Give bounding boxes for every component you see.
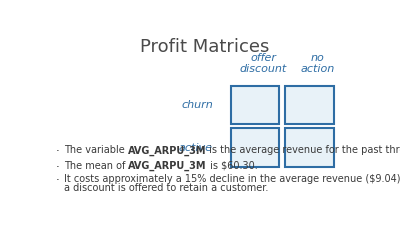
Bar [285,128,334,167]
Text: It costs approximately a 15% decline in the average revenue ($9.04) when: It costs approximately a 15% decline in … [64,175,400,184]
Bar [230,86,280,125]
Text: a discount is offered to retain a customer.: a discount is offered to retain a custom… [64,183,268,193]
Text: is $60.30.: is $60.30. [207,161,258,171]
Text: offer
discount: offer discount [240,53,287,74]
Text: AVG_ARPU_3M: AVG_ARPU_3M [128,161,207,171]
Text: The variable: The variable [64,145,128,155]
Bar [285,86,334,125]
Text: ·: · [56,145,60,158]
Text: ·: · [56,175,60,188]
Text: no
action: no action [300,53,334,74]
Text: is the average revenue for the past three months.: is the average revenue for the past thre… [206,145,400,155]
Text: The mean of: The mean of [64,161,128,171]
Text: ·: · [56,161,60,174]
Text: Profit Matrices: Profit Matrices [140,38,270,56]
Text: churn: churn [181,100,213,110]
Text: AVG_ARPU_3M: AVG_ARPU_3M [128,145,206,156]
Text: active: active [179,143,213,153]
Bar [230,128,280,167]
